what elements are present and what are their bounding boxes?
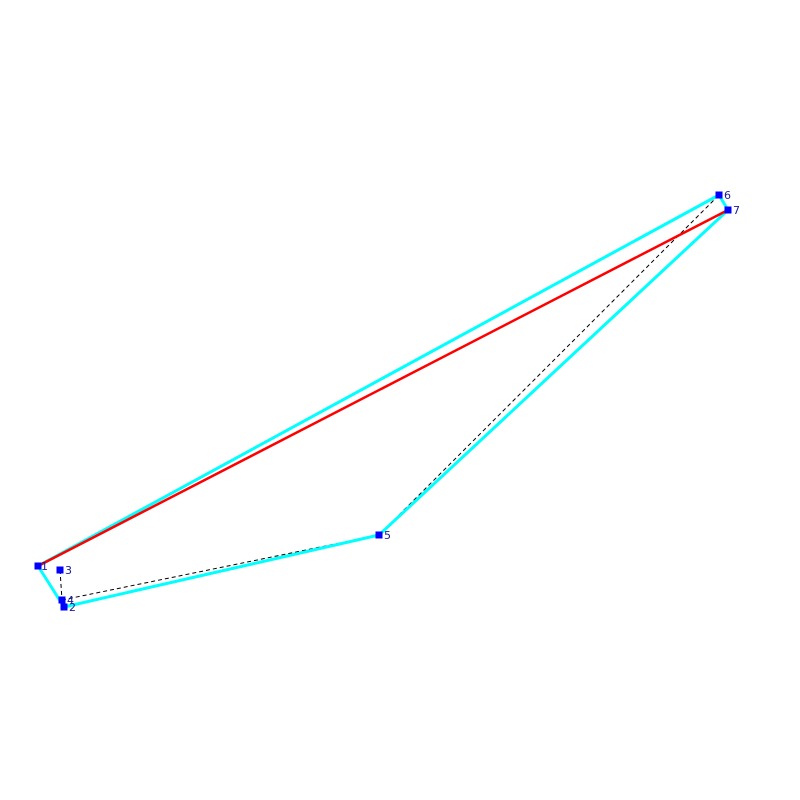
highlight-edge-1-7 xyxy=(36,208,730,568)
point-label-1: 1 xyxy=(41,560,48,573)
point-marker-7 xyxy=(724,206,732,214)
point-marker-2 xyxy=(60,603,68,611)
point-label-4: 4 xyxy=(67,594,74,607)
point-label-3: 3 xyxy=(65,564,72,577)
hull-edge-2-5 xyxy=(62,533,381,609)
points-layer xyxy=(34,191,732,611)
hull-edges-layer xyxy=(36,193,730,609)
labels-layer: 1 2 3 4 5 67 xyxy=(41,189,740,614)
point-marker-4 xyxy=(58,596,66,604)
highlight-edges-layer xyxy=(36,208,730,568)
point-marker-5 xyxy=(375,531,383,539)
dashed-edge-3-4 xyxy=(59,569,63,601)
hull-edge-6-1 xyxy=(36,193,721,568)
hull-edge-5-7 xyxy=(377,208,730,537)
point-marker-6 xyxy=(715,191,723,199)
point-label-7: 7 xyxy=(733,204,740,217)
point-marker-3 xyxy=(56,566,64,574)
point-label-2: 2 xyxy=(69,601,76,614)
point-marker-1 xyxy=(34,562,42,570)
point-label-6: 6 xyxy=(724,189,731,202)
point-label-5: 5 xyxy=(384,529,391,542)
dashed-edge-5-6 xyxy=(378,194,720,536)
